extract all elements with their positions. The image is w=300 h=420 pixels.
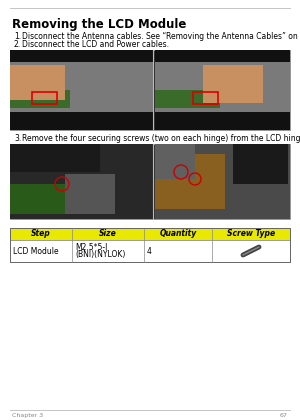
Text: 2.: 2. <box>14 40 21 49</box>
FancyBboxPatch shape <box>10 90 70 108</box>
FancyBboxPatch shape <box>155 112 290 130</box>
Text: (BNI)(NYLOK): (BNI)(NYLOK) <box>75 250 125 260</box>
FancyBboxPatch shape <box>10 50 290 130</box>
Text: Screw Type: Screw Type <box>227 229 275 239</box>
FancyBboxPatch shape <box>10 144 290 219</box>
Text: Disconnect the LCD and Power cables.: Disconnect the LCD and Power cables. <box>22 40 169 49</box>
Text: Step: Step <box>31 229 51 239</box>
FancyBboxPatch shape <box>10 62 153 112</box>
FancyBboxPatch shape <box>233 144 288 184</box>
Text: M2.5*5-I: M2.5*5-I <box>75 244 107 252</box>
FancyBboxPatch shape <box>10 228 290 240</box>
FancyBboxPatch shape <box>203 65 263 103</box>
Text: 67: 67 <box>280 413 288 418</box>
FancyBboxPatch shape <box>10 50 153 62</box>
FancyBboxPatch shape <box>155 62 290 112</box>
Text: Quantity: Quantity <box>159 229 196 239</box>
FancyBboxPatch shape <box>10 112 153 130</box>
Text: 3.: 3. <box>14 134 21 143</box>
FancyBboxPatch shape <box>155 50 290 62</box>
FancyBboxPatch shape <box>10 65 65 100</box>
FancyBboxPatch shape <box>10 144 100 172</box>
Text: LCD Module: LCD Module <box>13 247 59 255</box>
FancyBboxPatch shape <box>10 240 290 262</box>
Text: Remove the four securing screws (two on each hinge) from the LCD hinges.: Remove the four securing screws (two on … <box>22 134 300 143</box>
FancyBboxPatch shape <box>10 144 153 219</box>
FancyBboxPatch shape <box>65 174 115 214</box>
Text: 1.: 1. <box>14 32 21 41</box>
Text: Removing the LCD Module: Removing the LCD Module <box>12 18 186 31</box>
FancyBboxPatch shape <box>155 144 195 179</box>
FancyBboxPatch shape <box>155 144 290 219</box>
Text: Chapter 3: Chapter 3 <box>12 413 43 418</box>
FancyBboxPatch shape <box>155 154 225 209</box>
FancyBboxPatch shape <box>10 184 65 214</box>
FancyBboxPatch shape <box>155 90 220 108</box>
Text: 4: 4 <box>147 247 152 255</box>
Text: Disconnect the Antenna cables. See “Removing the Antenna Cables” on page 65.: Disconnect the Antenna cables. See “Remo… <box>22 32 300 41</box>
Text: Size: Size <box>99 229 117 239</box>
